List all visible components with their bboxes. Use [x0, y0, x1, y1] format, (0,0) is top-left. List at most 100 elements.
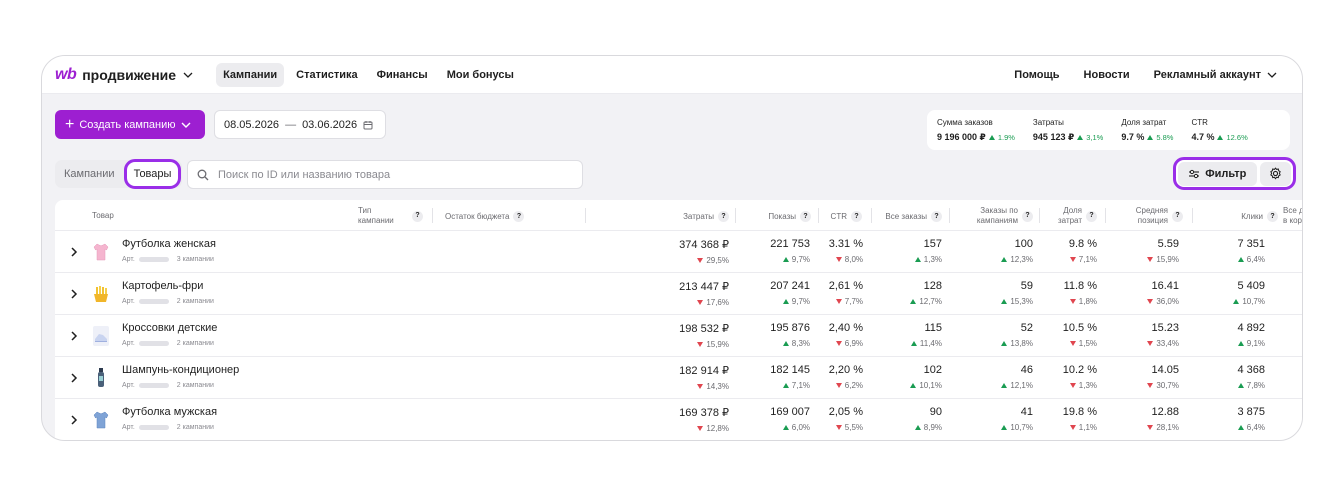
tab-campaigns[interactable]: Кампании	[64, 168, 115, 180]
help-icon[interactable]: ?	[851, 211, 862, 222]
column-divider	[949, 208, 950, 223]
logo-text: продвижение	[82, 66, 177, 83]
cell-change: 30,7%	[1156, 381, 1179, 390]
product-name[interactable]: Футболка мужская	[122, 406, 218, 418]
nav-help[interactable]: Помощь	[1014, 68, 1060, 81]
account-label: Рекламный аккаунт	[1153, 68, 1261, 81]
cell-pos: 16.41 36,0%	[1147, 280, 1179, 306]
cell-views: 207 241 9,7%	[770, 280, 810, 306]
view-switch: Кампании Товары	[55, 159, 182, 189]
product-name[interactable]: Шампунь-кондиционер	[122, 364, 240, 376]
search-icon	[197, 169, 209, 180]
col-budget-label: Остаток бюджета	[445, 211, 510, 221]
col-views[interactable]: Показы?	[735, 211, 811, 222]
tshirt-pink-icon	[92, 241, 110, 263]
chevron-right-icon[interactable]	[69, 414, 79, 426]
product-name[interactable]: Картофель-фри	[122, 280, 204, 292]
cell-ctr: 2,20 % 6,2%	[829, 364, 863, 390]
cell-spend: 169 378 ₽ 12,8%	[679, 406, 729, 433]
help-icon[interactable]: ?	[513, 211, 525, 222]
cell-value: 12.88	[1151, 406, 1179, 418]
summary-change: 5.8%	[1156, 133, 1174, 142]
table-row[interactable]: Картофель-фри Арт. 2 кампании 213 447 ₽ 17,6…	[55, 273, 1302, 315]
nav-campaigns[interactable]: Кампании	[216, 62, 285, 87]
cell-spend: 182 914 ₽ 14,3%	[679, 364, 729, 391]
nav-bonuses[interactable]: Мои бонусы	[446, 68, 514, 81]
cell-value: 3 875	[1237, 406, 1265, 418]
chevron-right-icon[interactable]	[69, 246, 79, 258]
summary-panel: Сумма заказов 9 196 000 ₽ 1.9% Затраты 94…	[927, 110, 1290, 150]
column-divider	[818, 208, 819, 223]
help-icon[interactable]: ?	[931, 211, 942, 222]
tab-products[interactable]: Товары	[124, 159, 181, 189]
cell-value: 5 409	[1237, 280, 1265, 292]
col-product[interactable]: Товар	[92, 211, 114, 221]
col-views-label: Показы	[768, 211, 796, 221]
cell-value: 41	[1020, 406, 1033, 418]
help-icon[interactable]: ?	[1267, 211, 1278, 222]
col-type[interactable]: Тип кампании?	[338, 206, 423, 226]
col-avg-position[interactable]: Средняя позиция?	[1105, 206, 1183, 226]
cell-value: 157	[923, 238, 942, 250]
nav-finance[interactable]: Финансы	[376, 68, 428, 81]
help-icon[interactable]: ?	[1022, 210, 1033, 222]
arrow-down-icon	[697, 426, 704, 431]
cell-views: 182 145 7,1%	[770, 364, 810, 390]
logo[interactable]: wb продвижение	[55, 66, 193, 84]
table-row[interactable]: Кроссовки детские Арт. 2 кампании 198 532 ₽…	[55, 315, 1302, 357]
product-name[interactable]: Футболка женская	[122, 238, 216, 250]
table-row[interactable]: Футболка женская Арт. 3 кампании 374 368 ₽ 2…	[55, 231, 1302, 273]
cell-value: 374 368 ₽	[679, 239, 729, 251]
cell-value: 182 914 ₽	[679, 365, 729, 377]
help-icon[interactable]: ?	[1172, 210, 1183, 222]
summary-spend-share: Доля затрат 9.7 % 5.8%	[1121, 118, 1173, 150]
help-icon[interactable]: ?	[1086, 210, 1097, 222]
chevron-right-icon[interactable]	[69, 372, 79, 384]
account-menu[interactable]: Рекламный аккаунт	[1147, 63, 1284, 87]
help-icon[interactable]: ?	[412, 210, 423, 222]
cell-pos: 5.59 15,9%	[1147, 238, 1179, 264]
filter-button[interactable]: Фильтр	[1178, 161, 1257, 186]
nav-statistics[interactable]: Статистика	[296, 68, 358, 81]
date-range-picker[interactable]: 08.05.2026 — 03.06.2026	[214, 110, 386, 139]
arrow-down-icon	[835, 341, 842, 346]
col-added-to-cart[interactable]: Все добавл в кор	[1283, 206, 1302, 226]
col-ctr[interactable]: CTR?	[818, 211, 862, 222]
col-budget[interactable]: Остаток бюджета?	[445, 211, 525, 222]
cell-value: 10.2 %	[1062, 364, 1097, 376]
cell-share: 10.5 % 1,5%	[1063, 322, 1097, 348]
arrow-up-icon	[1237, 425, 1244, 430]
cell-value: 2,05 %	[828, 406, 863, 418]
create-campaign-button[interactable]: + Создать кампанию	[55, 110, 205, 139]
cell-clicks: 7 351 6,4%	[1237, 238, 1265, 264]
col-orders[interactable]: Все заказы?	[871, 211, 942, 222]
nav-news[interactable]: Новости	[1083, 68, 1130, 81]
table-row[interactable]: Футболка мужская Арт. 2 кампании 169 378 ₽1…	[55, 399, 1302, 440]
arrow-down-icon	[1147, 299, 1154, 304]
help-icon[interactable]: ?	[800, 211, 811, 222]
chevron-down-icon	[1267, 72, 1277, 78]
product-name[interactable]: Кроссовки детские	[122, 322, 218, 334]
cell-change: 12,7%	[919, 297, 942, 306]
col-spend-share[interactable]: Доля затрат?	[1039, 206, 1097, 226]
col-campaign-orders[interactable]: Заказы по кампаниям?	[949, 206, 1033, 226]
arrow-up-icon	[1077, 135, 1084, 140]
cell-value: 4 892	[1237, 322, 1265, 334]
settings-button[interactable]	[1259, 161, 1291, 186]
table-row[interactable]: Шампунь-кондиционер Арт. 2 кампании 182 914…	[55, 357, 1302, 399]
chevron-right-icon[interactable]	[69, 330, 79, 342]
col-clicks[interactable]: Клики?	[1192, 211, 1278, 222]
tshirt-blue-icon	[92, 409, 110, 431]
col-spend[interactable]: Затраты?	[615, 211, 729, 222]
sneakers-icon	[92, 325, 110, 347]
arrow-up-icon	[1001, 299, 1008, 304]
arrow-up-icon	[910, 383, 917, 388]
arrow-down-icon	[1147, 341, 1154, 346]
cell-share: 10.2 % 1,3%	[1063, 364, 1097, 390]
product-meta: Арт. 3 кампании	[122, 256, 214, 263]
cell-orders: 157 1,3%	[914, 238, 942, 264]
chevron-right-icon[interactable]	[69, 288, 79, 300]
arrow-up-icon	[782, 257, 789, 262]
help-icon[interactable]: ?	[718, 211, 729, 222]
search-input[interactable]: Поиск по ID или названию товара	[187, 160, 583, 189]
